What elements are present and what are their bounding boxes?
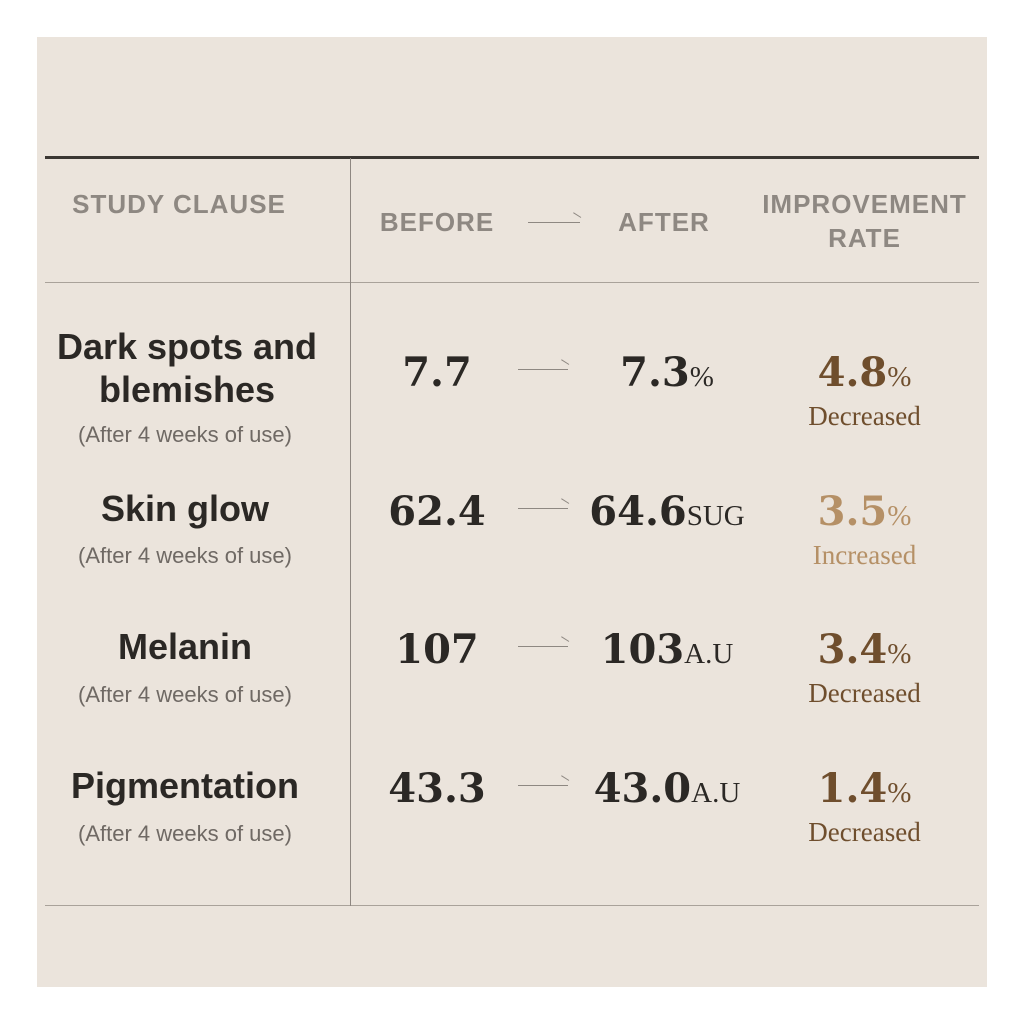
after-number: 64.6 <box>589 488 687 535</box>
after-value: 7.3% <box>582 350 752 400</box>
results-panel: STUDY CLAUSE BEFORE AFTER IMPROVEMENT RA… <box>37 37 987 987</box>
after-value: 64.6SUG <box>582 489 752 539</box>
direction-label: Decreased <box>808 678 921 708</box>
arrow-icon <box>518 369 568 370</box>
row-subtitle: (After 4 weeks of use) <box>78 682 292 707</box>
after-unit: SUG <box>686 500 745 532</box>
improvement-rate-value: 3.4% <box>782 627 947 677</box>
direction-label: Decreased <box>808 817 921 847</box>
improvement-rate-value: 1.4% <box>782 766 947 816</box>
row-subtitle: (After 4 weeks of use) <box>78 422 292 447</box>
row-title: Melanin <box>117 626 252 667</box>
after-unit: A.U <box>691 777 741 809</box>
after-unit: A.U <box>684 638 734 670</box>
rate-number: 1.4 <box>817 765 888 812</box>
before-value: 43.3 <box>388 765 486 812</box>
rate-unit: % <box>887 638 912 670</box>
row-title: Skin glow <box>100 488 269 529</box>
row-subtitle: (After 4 weeks of use) <box>78 543 292 568</box>
column-divider <box>350 158 351 906</box>
after-number: 7.3 <box>620 349 690 396</box>
after-value: 103A.U <box>582 627 752 677</box>
rate-number: 3.4 <box>817 626 888 673</box>
before-value: 107 <box>395 626 479 673</box>
header-after: AFTER <box>618 207 710 237</box>
after-value: 43.0A.U <box>582 766 752 816</box>
improvement-rate-value: 3.5% <box>782 489 947 539</box>
row-title: Pigmentation <box>70 765 299 806</box>
arrow-icon <box>518 508 568 509</box>
row-subtitle: (After 4 weeks of use) <box>78 821 292 846</box>
header-study-clause: STUDY CLAUSE <box>72 189 286 219</box>
header-divider <box>45 282 979 283</box>
after-unit: % <box>689 361 714 393</box>
before-value: 62.4 <box>388 488 486 535</box>
table-bottom-rule <box>45 905 979 906</box>
before-value: 7.7 <box>402 349 472 396</box>
row-title: Dark spots and blemishes <box>56 326 318 410</box>
after-number: 43.0 <box>593 765 692 812</box>
direction-label: Decreased <box>808 401 921 431</box>
header-arrow-icon <box>528 222 580 223</box>
header-before: BEFORE <box>379 207 495 237</box>
arrow-icon <box>518 646 568 647</box>
header-improvement-rate: IMPROVEMENT RATE <box>762 189 967 253</box>
improvement-rate-value: 4.8% <box>782 350 947 400</box>
rate-number: 3.5 <box>817 488 888 535</box>
rate-number: 4.8 <box>817 349 888 396</box>
direction-label: Increased <box>812 540 917 570</box>
rate-unit: % <box>887 361 912 393</box>
table-top-rule <box>45 156 979 159</box>
arrow-icon <box>518 785 568 786</box>
rate-unit: % <box>887 777 912 809</box>
rate-unit: % <box>887 500 912 532</box>
after-number: 103 <box>600 626 685 673</box>
